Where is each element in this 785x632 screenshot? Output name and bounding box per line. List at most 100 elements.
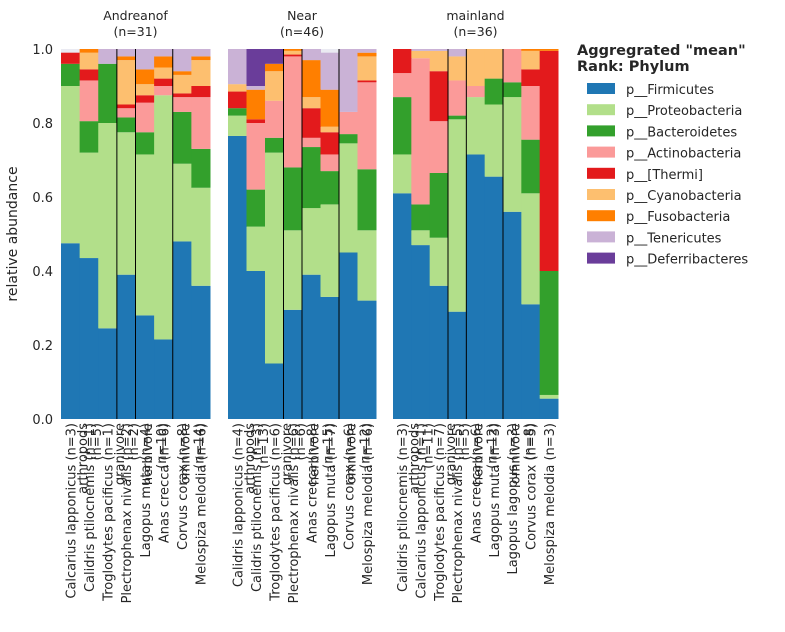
bar-7 <box>191 49 211 419</box>
x-tick-label: Melospiza melodia (n=6) <box>361 423 376 585</box>
bar-segment-pfirmicutes <box>466 154 486 419</box>
legend-label: p__Proteobacteria <box>626 104 742 119</box>
x-tick-label: Plectrophenax nivalis (n=2) <box>120 423 135 603</box>
panel-title: mainland (n=36) <box>446 8 504 39</box>
bar-segment-pactinobacteria <box>320 154 340 172</box>
legend-label: p__Deferribacteres <box>626 253 748 268</box>
bar-segment-pfirmicutes <box>339 252 358 419</box>
legend-item: p__Proteobacteria <box>587 104 742 119</box>
bar-segment-pfirmicutes <box>116 274 136 419</box>
bar-segment-pfirmicutes <box>79 258 99 419</box>
bar-segment-pactinobacteria <box>357 82 377 170</box>
bar-3 <box>448 49 467 419</box>
bar-segment-pproteobacteria <box>521 193 541 305</box>
bar-segment-pthermi <box>79 69 99 81</box>
bar-segment-pthermi <box>116 104 136 109</box>
bar-7 <box>521 49 541 419</box>
bar-segment-pbacteroidetes <box>539 271 559 395</box>
bar-segment-pfirmicutes <box>191 285 211 419</box>
bar-segment-pproteobacteria <box>228 115 247 136</box>
bar-1 <box>79 49 99 419</box>
group-diet-label: arthropods <box>243 423 258 494</box>
bar-segment-pfirmicutes <box>228 135 247 419</box>
bar-segment-pfirmicutes <box>357 300 377 419</box>
bar-segment-pbacteroidetes <box>339 134 358 144</box>
bar-segment-pproteobacteria <box>339 143 358 253</box>
legend-item: p__Fusobacteria <box>587 210 730 225</box>
bar-segment-ptenericutes <box>154 49 174 57</box>
x-tick-label: Calidris lapponicus (n=4) <box>231 423 246 587</box>
panel-0: Andreanof (n=31) Calcarius lapponicus (n=3… <box>61 8 211 603</box>
bar-segment-pactinobacteria <box>135 102 155 133</box>
group-count-label: (n=13) <box>257 423 272 469</box>
bar-segment-pfirmicutes <box>172 241 192 419</box>
bar-segment-pthermi <box>172 93 192 98</box>
bar-segment-pfusobacteria <box>135 69 155 85</box>
bar-6 <box>339 49 358 419</box>
bar-segment-pfusobacteria <box>539 49 559 51</box>
bar-0 <box>61 52 81 419</box>
bar-segment-pfirmicutes <box>98 328 118 419</box>
bar-segment-pactinobacteria <box>191 97 211 149</box>
group-diet-label: omnivore <box>345 423 360 484</box>
bar-segment-pdeferribacteres <box>265 49 284 64</box>
group-count-label: (n=8) <box>522 423 537 461</box>
bar-segment-pthermi <box>302 108 321 138</box>
bar-segment-pbacteroidetes <box>228 108 247 116</box>
x-tick-label: Melospiza melodia (n=3) <box>543 423 558 585</box>
legend-item: p__Tenericutes <box>587 231 722 246</box>
x-tick-label: Corvus corax (n=5) <box>525 423 540 550</box>
x-tick-label: Lagopus muta (n=7) <box>324 423 339 557</box>
bar-segment-pbacteroidetes <box>191 148 211 188</box>
bar-segment-pthermi <box>357 80 377 83</box>
bar-segment-pbacteroidetes <box>429 172 449 238</box>
y-tick-label: 1.0 <box>32 43 53 58</box>
group-diet-label: herbivore <box>308 423 323 485</box>
legend: Aggregrated "mean" Rank: Phylum p__Firmicu… <box>577 43 748 268</box>
legend-swatch <box>587 104 615 116</box>
bar-segment-ptenericutes <box>411 49 431 51</box>
bar-segment-pbacteroidetes <box>521 139 541 194</box>
group-count-label: (n=12) <box>486 423 501 469</box>
bar-segment-pproteobacteria <box>484 104 504 177</box>
bar-segment-pproteobacteria <box>246 226 266 271</box>
bar-segment-pbacteroidetes <box>448 115 467 120</box>
bar-segment-pactinobacteria <box>448 80 467 116</box>
x-tick-label: Calidris ptilocnemis (n=3) <box>250 423 265 592</box>
legend-label: p__Fusobacteria <box>626 210 730 225</box>
bar-segment-pfusobacteria <box>320 89 340 127</box>
group-diet-label: omnivore <box>508 423 523 484</box>
legend-label: p__Tenericutes <box>626 231 722 246</box>
bar-segment-pthermi <box>320 132 340 155</box>
bar-segment-ptenericutes <box>246 86 266 90</box>
x-tick-label: Lagopus muta (n=4) <box>139 423 154 557</box>
bar-segment-ptenericutes <box>429 49 449 51</box>
bar-5 <box>320 52 340 419</box>
bar-6 <box>503 49 522 419</box>
bar-segment-pproteobacteria <box>265 152 284 364</box>
bar-segment-pactinobacteria <box>339 111 358 135</box>
x-tick-label: Troglodytes pacificus (n=6) <box>268 423 283 602</box>
y-tick-label: 0.2 <box>32 339 53 354</box>
x-tick-label: Corvus corax (n=8) <box>176 423 191 550</box>
x-tick-label: Calcarius lapponicus (n=1) <box>415 423 430 599</box>
y-tick-label: 0.0 <box>32 413 53 428</box>
bar-segment-pcyanobacteria <box>79 52 99 70</box>
x-tick-label: Lagopus muta (n=3) <box>488 423 503 557</box>
bar-segment-pcyanobacteria <box>302 97 321 109</box>
bar-segment-pproteobacteria <box>503 97 522 212</box>
x-tick-label: Troglodytes pacificus (n=7) <box>433 423 448 602</box>
bar-segment-pcyanobacteria <box>411 50 431 59</box>
bar-segment-pbacteroidetes <box>265 137 284 153</box>
bar-segment-pthermi <box>61 52 81 64</box>
bar-segment-pproteobacteria <box>79 152 99 259</box>
bar-4 <box>302 49 321 419</box>
bar-segment-pproteobacteria <box>98 123 118 329</box>
bar-segment-pfusobacteria <box>246 89 266 120</box>
legend-label: p__Firmicutes <box>626 83 714 98</box>
bar-6 <box>172 49 192 419</box>
bar-segment-pthermi <box>191 86 211 98</box>
panel-title: Near (n=46) <box>280 8 324 39</box>
legend-item: p__[Thermi] <box>587 167 703 183</box>
group-count-label: (n=2) <box>127 423 142 461</box>
